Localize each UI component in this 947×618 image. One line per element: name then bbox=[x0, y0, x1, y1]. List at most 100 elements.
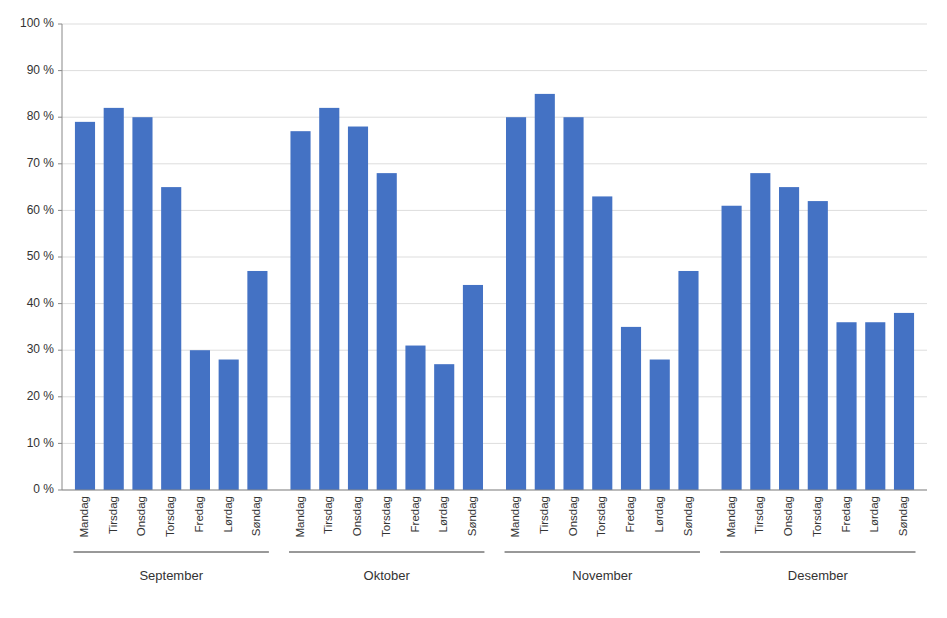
bar bbox=[894, 313, 914, 490]
bar bbox=[247, 271, 267, 490]
x-tick-label: Lørdag bbox=[868, 496, 880, 532]
x-tick-label: Mandag bbox=[509, 496, 521, 538]
bar bbox=[219, 360, 239, 490]
bar bbox=[506, 117, 526, 490]
bar bbox=[621, 327, 641, 490]
chart-container: 0 % 10 % 20 % 30 % 40 % 50 % 60 % 70 % 80 % 90 % 1… bbox=[0, 0, 947, 618]
x-tick-label: Lørdag bbox=[222, 496, 234, 532]
bar bbox=[104, 108, 124, 490]
grid-line bbox=[62, 117, 927, 118]
x-tick-label: Mandag bbox=[294, 496, 306, 538]
bar bbox=[190, 350, 210, 490]
x-tick-label: Søndag bbox=[250, 496, 262, 536]
x-tick-label: Torsdag bbox=[811, 496, 823, 537]
y-tick bbox=[58, 490, 62, 491]
y-axis: 0 % 10 % 20 % 30 % 40 % 50 % 60 % 70 % 80 % 90 % 1… bbox=[20, 16, 62, 496]
y-tick-label: 0 % bbox=[33, 482, 54, 496]
chart: 0 % 10 % 20 % 30 % 40 % 50 % 60 % 70 % 80 % 90 % 1… bbox=[0, 0, 947, 618]
y-tick-label: 50 % bbox=[27, 249, 55, 263]
x-tick-label: Fredag bbox=[840, 496, 852, 532]
x-tick-label: Onsdag bbox=[567, 496, 579, 536]
grid-line bbox=[62, 24, 927, 25]
y-tick bbox=[58, 70, 62, 71]
bar bbox=[678, 271, 698, 490]
bar bbox=[132, 117, 152, 490]
y-tick bbox=[58, 210, 62, 211]
bar bbox=[563, 117, 583, 490]
bar bbox=[319, 108, 339, 490]
bar bbox=[161, 187, 181, 490]
y-axis-line bbox=[62, 24, 63, 490]
y-tick-label: 20 % bbox=[27, 389, 55, 403]
grid-line bbox=[62, 490, 927, 491]
y-grid bbox=[62, 24, 927, 490]
y-tick bbox=[58, 163, 62, 164]
bar bbox=[750, 173, 770, 490]
x-tick-label: Tirsdag bbox=[753, 496, 765, 534]
x-tick-label: Søndag bbox=[897, 496, 909, 536]
y-tick-label: 60 % bbox=[27, 203, 55, 217]
y-tick bbox=[58, 443, 62, 444]
y-tick-label: 10 % bbox=[27, 436, 55, 450]
x-tick-label: Torsdag bbox=[164, 496, 176, 537]
bar bbox=[836, 322, 856, 490]
x-axis-line bbox=[62, 490, 927, 491]
bar bbox=[650, 360, 670, 490]
group-bracket bbox=[289, 552, 484, 553]
y-tick-label: 90 % bbox=[27, 63, 55, 77]
y-tick-label: 70 % bbox=[27, 156, 55, 170]
x-tick-label: Torsdag bbox=[380, 496, 392, 537]
group-label: Oktober bbox=[364, 568, 411, 583]
bar bbox=[377, 173, 397, 490]
bar bbox=[865, 322, 885, 490]
month-groups: September Oktober November Desember bbox=[73, 552, 915, 583]
x-tick-label: Tirsdag bbox=[107, 496, 119, 534]
bar bbox=[779, 187, 799, 490]
grid-line bbox=[62, 70, 927, 71]
x-tick-label: Onsdag bbox=[351, 496, 363, 536]
group-label: November bbox=[572, 568, 633, 583]
bar bbox=[592, 196, 612, 490]
y-tick-label: 100 % bbox=[20, 16, 54, 30]
x-tick-label: Onsdag bbox=[782, 496, 794, 536]
y-tick bbox=[58, 117, 62, 118]
group-bracket bbox=[73, 552, 268, 553]
x-tick-label: Fredag bbox=[193, 496, 205, 532]
bar bbox=[75, 122, 95, 490]
x-tick-label: Lørdag bbox=[653, 496, 665, 532]
bar bbox=[434, 364, 454, 490]
bar bbox=[405, 346, 425, 490]
x-tick-label: Fredag bbox=[624, 496, 636, 532]
group-label: September bbox=[139, 568, 203, 583]
y-tick-label: 80 % bbox=[27, 109, 55, 123]
bar bbox=[722, 206, 742, 490]
y-tick bbox=[58, 350, 62, 351]
bar bbox=[290, 131, 310, 490]
bar bbox=[535, 94, 555, 490]
x-tick-label: Mandag bbox=[725, 496, 737, 538]
x-tick-label: Fredag bbox=[409, 496, 421, 532]
x-tick-label: Tirsdag bbox=[538, 496, 550, 534]
y-tick-label: 40 % bbox=[27, 296, 55, 310]
x-tick-label: Tirsdag bbox=[322, 496, 334, 534]
bar bbox=[348, 127, 368, 490]
x-tick-label: Torsdag bbox=[595, 496, 607, 537]
bar bbox=[463, 285, 483, 490]
x-tick-label: Mandag bbox=[78, 496, 90, 538]
group-bracket bbox=[720, 552, 915, 553]
y-tick bbox=[58, 24, 62, 25]
y-tick bbox=[58, 257, 62, 258]
y-tick bbox=[58, 303, 62, 304]
y-tick-label: 30 % bbox=[27, 342, 55, 356]
x-tick-label: Onsdag bbox=[135, 496, 147, 536]
y-tick bbox=[58, 396, 62, 397]
group-label: Desember bbox=[788, 568, 849, 583]
x-tick-label: Søndag bbox=[682, 496, 694, 536]
x-tick-label: Lørdag bbox=[437, 496, 449, 532]
x-axis: Mandag Tirsdag Onsdag Torsdag Fredag Lørdag Sø… bbox=[78, 496, 909, 538]
bars bbox=[75, 94, 914, 490]
bar bbox=[808, 201, 828, 490]
grid-line bbox=[62, 163, 927, 164]
group-bracket bbox=[505, 552, 700, 553]
x-tick-label: Søndag bbox=[466, 496, 478, 536]
